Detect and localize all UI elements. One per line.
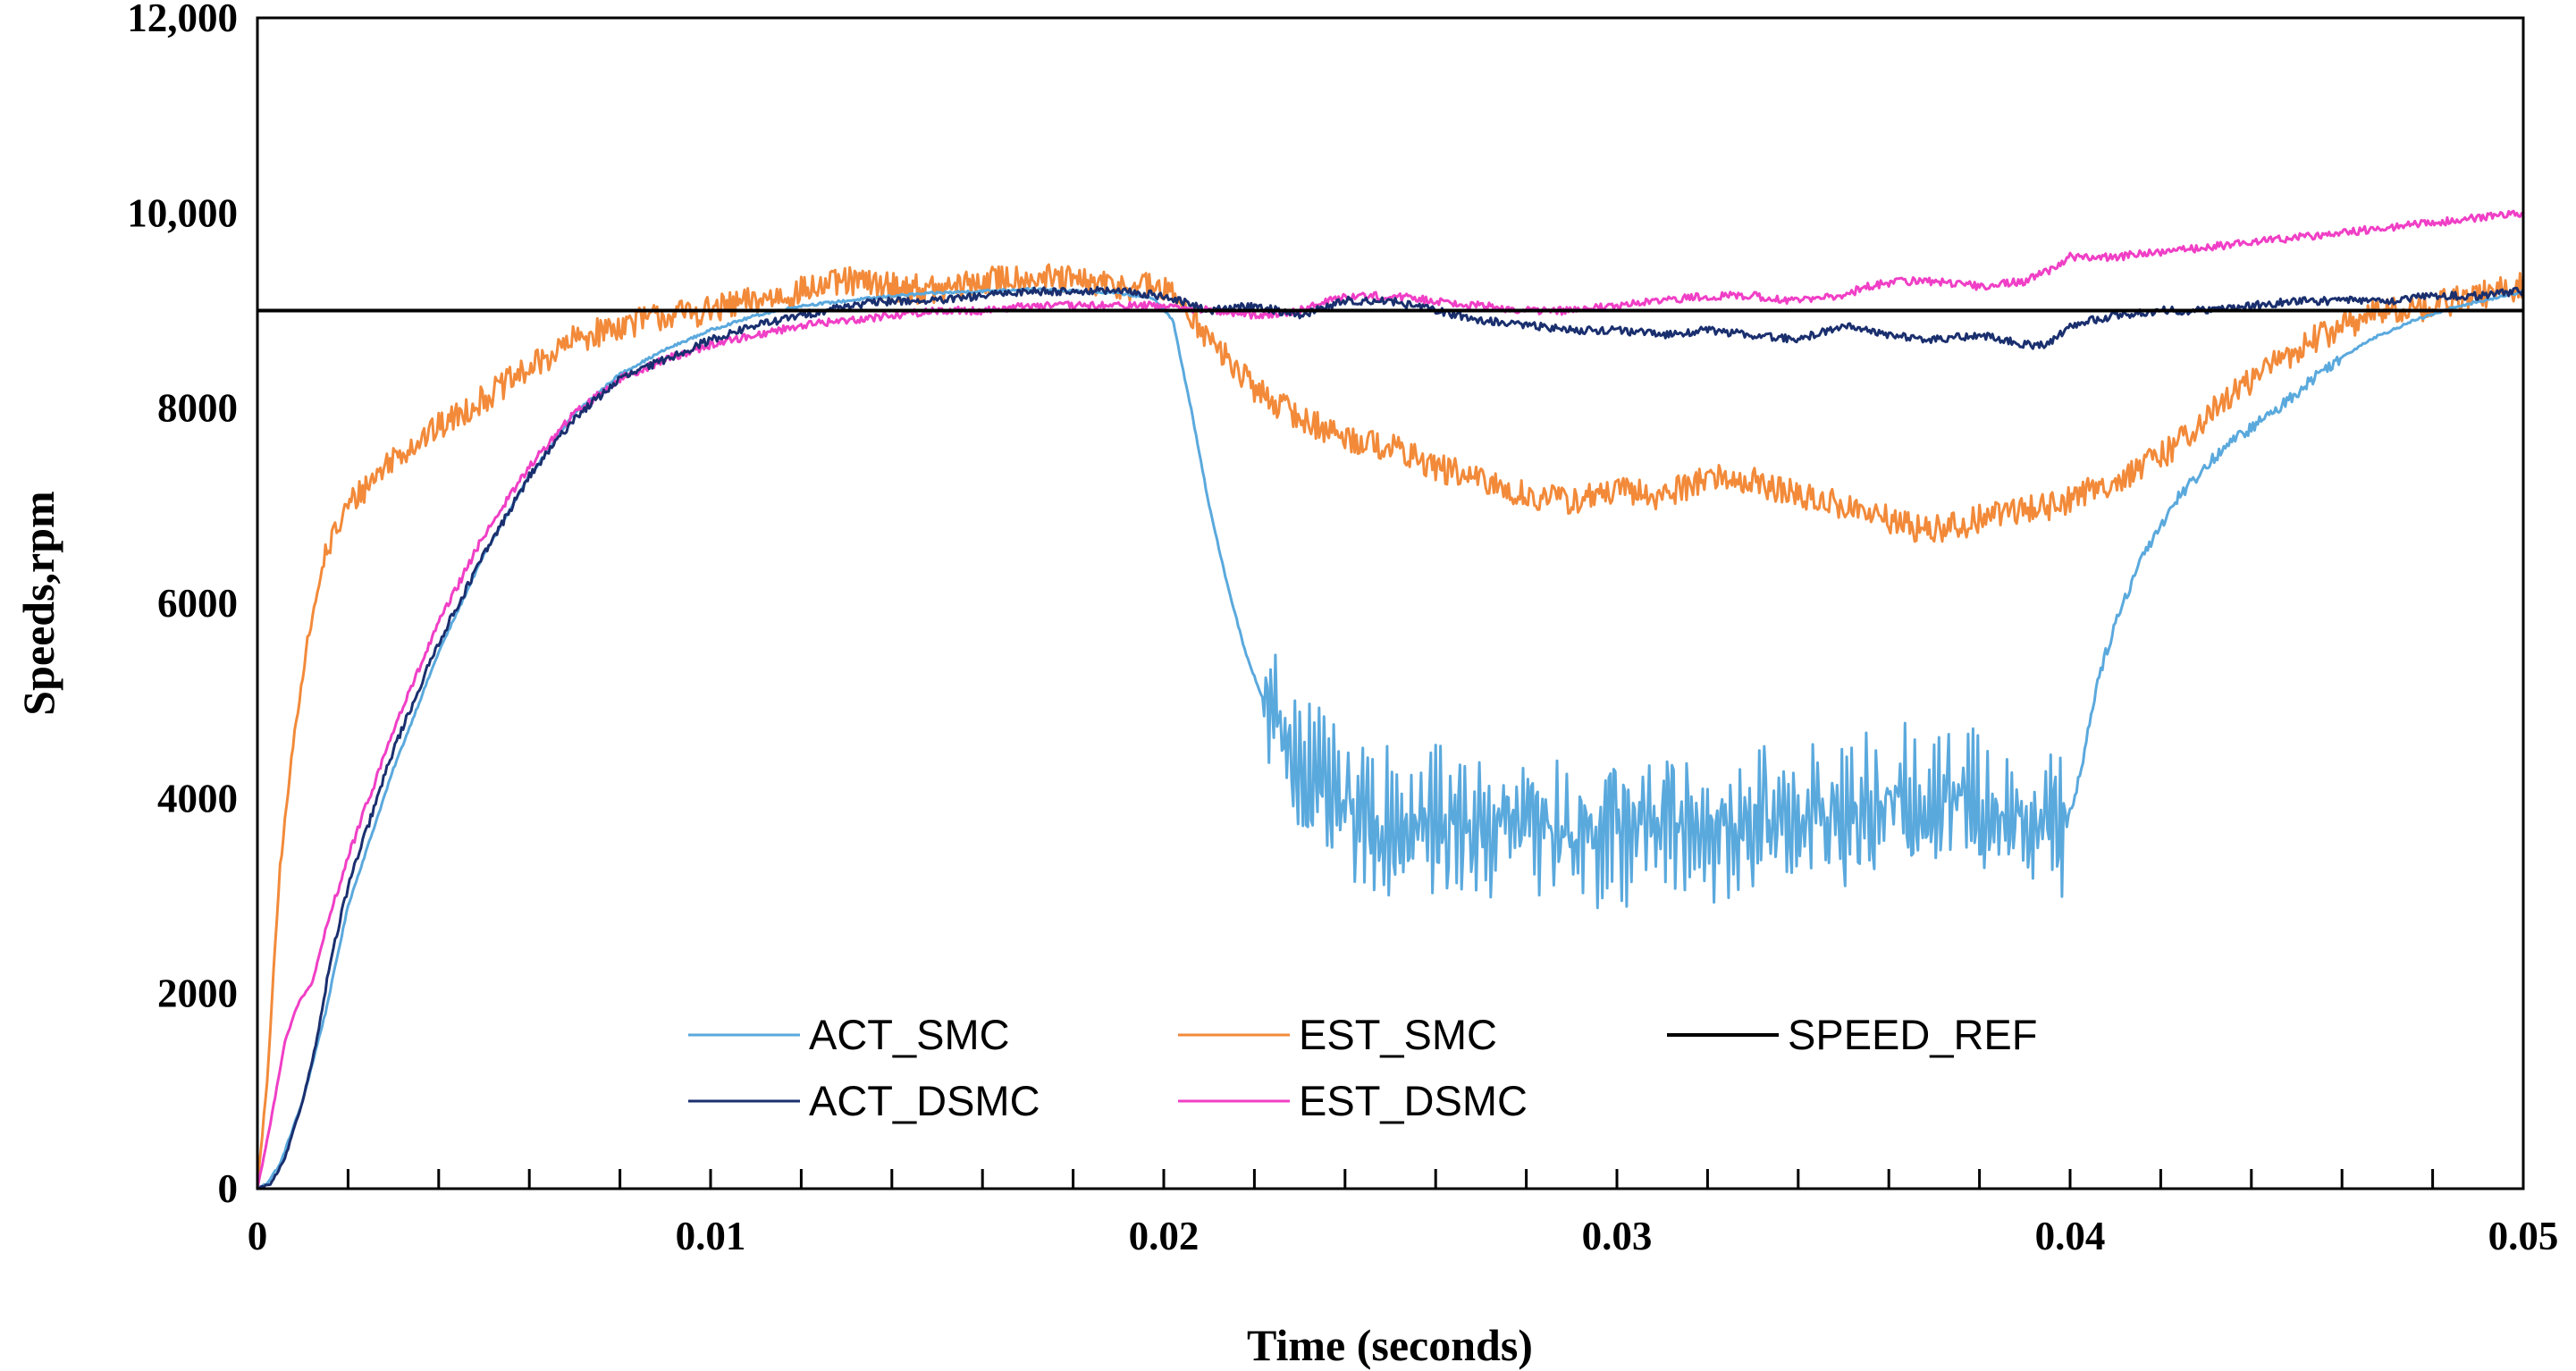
y-tick-label: 12,000 [127,0,238,40]
series-line-est-smc [256,263,2524,1190]
x-tick-label: 0.01 [676,1214,746,1258]
legend-label-act-dsmc: ACT_DSMC [809,1077,1040,1124]
series-layer [256,209,2525,1190]
x-axis-title: Time (seconds) [1247,1320,1533,1370]
legend-label-est-smc: EST_SMC [1299,1011,1497,1058]
x-tick-label: 0 [248,1214,268,1258]
ticks-layer: 0 0.01 0.02 0.03 0.04 0.05 0 2000 4000 6000 8000 10… [127,0,2558,1258]
x-tick-label: 0.02 [1129,1214,1200,1258]
series-line-act-smc [257,286,2524,1190]
y-tick-label: 8000 [157,386,238,431]
legend-label-est-dsmc: EST_DSMC [1299,1077,1528,1124]
series-line-act-dsmc [257,285,2525,1190]
legend-label-act-smc: ACT_SMC [809,1011,1010,1058]
y-tick-label: 6000 [157,581,238,626]
legend: ACT_SMC EST_SMC SPEED_REF ACT_DSMC EST_D… [688,1011,2037,1124]
legend-label-speed-ref: SPEED_REF [1788,1011,2037,1058]
x-tick-label: 0.05 [2488,1214,2559,1258]
series-line-est-dsmc [256,209,2525,1190]
plot-frame [256,16,2525,1190]
y-tick-label: 0 [218,1166,239,1211]
y-tick-label: 2000 [157,971,238,1016]
x-tick-label: 0.04 [2035,1214,2106,1258]
x-tick-label: 0.03 [1582,1214,1653,1258]
y-axis-title: Speeds,rpm [13,491,63,715]
y-tick-label: 4000 [157,776,238,820]
y-tick-label: 10,000 [127,190,238,235]
